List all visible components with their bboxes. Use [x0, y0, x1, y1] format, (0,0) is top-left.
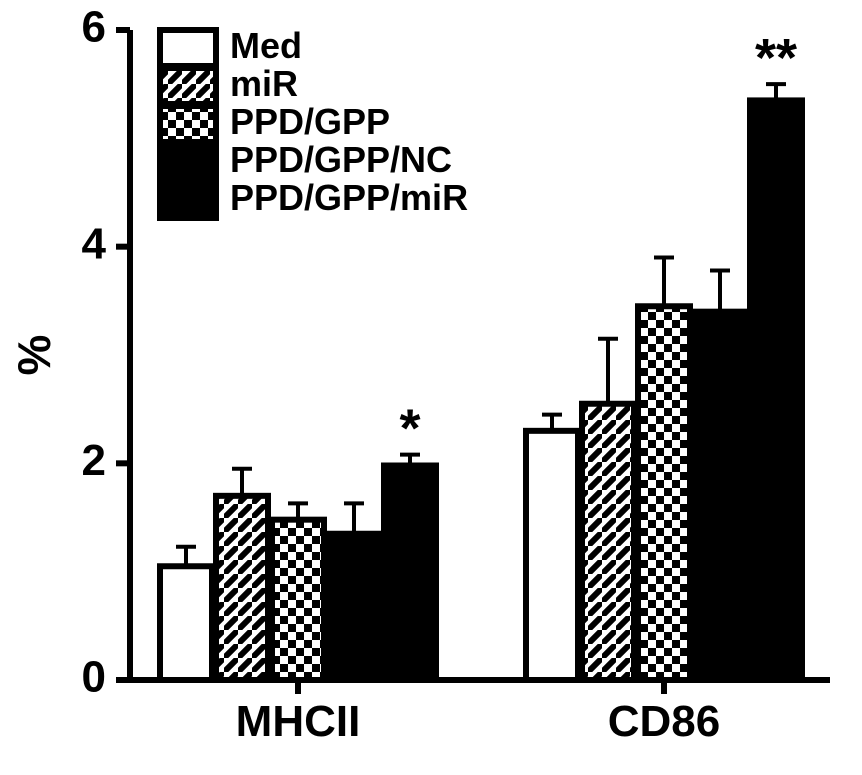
bar [638, 306, 690, 680]
legend-swatch [160, 68, 216, 104]
legend-swatch [160, 144, 216, 180]
bar [160, 566, 212, 680]
y-tick-label: 0 [82, 653, 106, 702]
x-group-label: CD86 [608, 697, 721, 746]
bar [582, 404, 634, 680]
y-tick-label: 2 [82, 436, 106, 485]
significance-marker: ** [755, 28, 797, 88]
y-tick-label: 4 [82, 219, 107, 268]
y-tick-label: 6 [82, 3, 106, 52]
legend-swatch [160, 30, 216, 66]
bar [526, 431, 578, 680]
legend-swatch [160, 182, 216, 218]
legend-label: PPD/GPP/miR [230, 177, 468, 218]
legend-label: miR [230, 63, 298, 104]
legend-label: PPD/GPP/NC [230, 139, 452, 180]
bar [694, 312, 746, 680]
bar-chart: 0 2 4 6% * MHCII ** CD86 MedmiRPPD/GPPPPD/GPP/NC… [0, 0, 862, 775]
y-axis-label: % [8, 335, 60, 376]
legend-label: PPD/GPP [230, 101, 390, 142]
legend-label: Med [230, 25, 302, 66]
bar [328, 534, 380, 680]
legend-swatch [160, 106, 216, 142]
x-group-label: MHCII [236, 697, 361, 746]
bar [272, 520, 324, 680]
significance-marker: * [399, 399, 420, 459]
bar [384, 466, 436, 681]
bar [750, 100, 802, 680]
bar [216, 496, 268, 680]
